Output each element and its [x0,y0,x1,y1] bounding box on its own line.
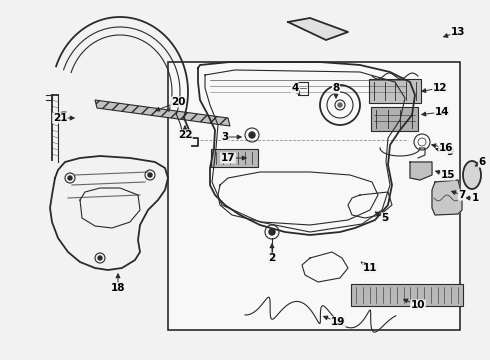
Text: 8: 8 [332,83,340,93]
Circle shape [269,229,275,235]
FancyBboxPatch shape [369,79,421,103]
FancyBboxPatch shape [371,107,418,131]
Text: 14: 14 [435,107,449,117]
Text: 15: 15 [441,170,455,180]
Circle shape [249,132,255,138]
Text: 19: 19 [331,317,345,327]
Polygon shape [410,162,432,180]
Polygon shape [432,180,462,215]
Text: 5: 5 [381,213,389,223]
Text: 18: 18 [111,283,125,293]
Text: 20: 20 [171,97,185,107]
Circle shape [338,103,342,107]
Circle shape [98,256,102,260]
FancyBboxPatch shape [211,149,258,167]
Ellipse shape [463,161,481,189]
Text: 12: 12 [433,83,447,93]
FancyBboxPatch shape [351,284,463,306]
Circle shape [148,173,152,177]
Text: 3: 3 [221,132,229,142]
Text: 11: 11 [363,263,377,273]
Text: 1: 1 [471,193,479,203]
Polygon shape [95,100,230,126]
Text: 21: 21 [53,113,67,123]
Text: 16: 16 [439,143,453,153]
Text: 6: 6 [478,157,486,167]
Text: 4: 4 [292,83,299,93]
Text: 17: 17 [220,153,235,163]
Text: 22: 22 [178,130,192,140]
Text: 2: 2 [269,253,275,263]
Text: 9: 9 [446,147,454,157]
Text: 10: 10 [411,300,425,310]
Bar [168,62,460,330]
Text: 7: 7 [458,190,466,200]
Circle shape [68,176,72,180]
Text: 13: 13 [451,27,465,37]
Polygon shape [288,18,348,40]
